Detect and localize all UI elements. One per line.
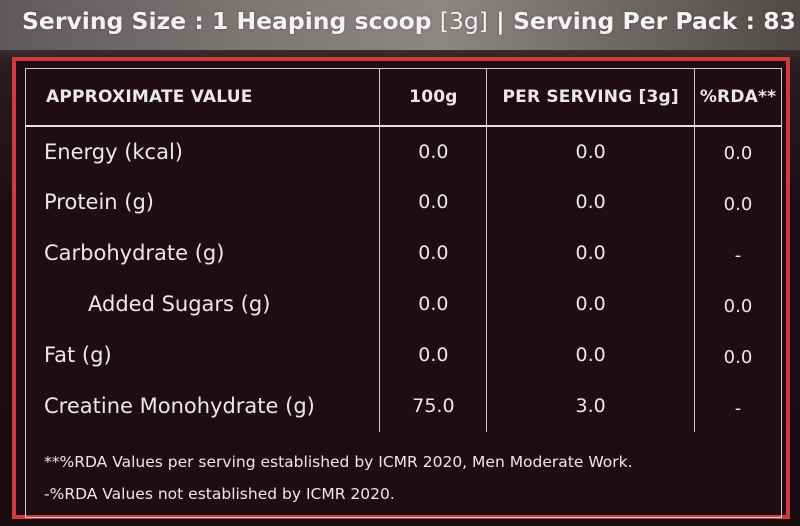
nutrient-label: Protein (g)	[24, 176, 381, 228]
servings-per-pack: Serving Per Pack : 83	[512, 7, 796, 35]
column-header-per-serving: PER SERVING [3g]	[486, 68, 695, 127]
table-row: Added Sugars (g) 0.0 0.0 0.0	[24, 278, 782, 330]
serving-info: Serving Size : 1 Heaping scoop [3g] | Se…	[22, 7, 796, 35]
footnote-rda-established: **%RDA Values per serving established by…	[44, 452, 633, 471]
column-header-approximate-value: APPROXIMATE VALUE	[24, 68, 381, 127]
value-per-serving: 3.0	[486, 380, 695, 432]
footnotes: **%RDA Values per serving established by…	[25, 431, 782, 518]
value-per-serving: 0.0	[486, 329, 695, 381]
value-per-serving: 0.0	[486, 278, 695, 330]
value-rda: -	[694, 380, 782, 432]
value-per-serving: 0.0	[486, 227, 695, 279]
nutrient-label: Fat (g)	[24, 329, 381, 381]
table-row: Carbohydrate (g) 0.0 0.0 -	[24, 227, 782, 279]
nutrient-label: Carbohydrate (g)	[24, 227, 381, 279]
table-row: Creatine Monohydrate (g) 75.0 3.0 -	[24, 380, 782, 432]
notes-row: **%RDA Values per serving established by…	[25, 431, 782, 518]
nutrient-label: Creatine Monohydrate (g)	[24, 380, 381, 432]
value-100g: 0.0	[379, 176, 488, 228]
value-rda: 0.0	[694, 176, 782, 228]
value-100g: 0.0	[379, 278, 488, 330]
value-rda: -	[694, 227, 782, 279]
nutrient-label: Energy (kcal)	[24, 125, 381, 177]
value-per-serving: 0.0	[486, 125, 695, 177]
table-row: Energy (kcal) 0.0 0.0 0.0	[24, 125, 782, 177]
table-row: Protein (g) 0.0 0.0 0.0	[24, 176, 782, 228]
value-per-serving: 0.0	[486, 176, 695, 228]
nutrient-label: Added Sugars (g)	[24, 278, 381, 330]
value-100g: 0.0	[379, 329, 488, 381]
table-header-row: APPROXIMATE VALUE 100g PER SERVING [3g] …	[24, 68, 782, 127]
header-separator: |	[496, 7, 505, 35]
nutrition-table: APPROXIMATE VALUE 100g PER SERVING [3g] …	[24, 68, 782, 518]
value-rda: 0.0	[694, 125, 782, 177]
value-rda: 0.0	[694, 278, 782, 330]
header-bar: Serving Size : 1 Heaping scoop [3g] | Se…	[0, 0, 800, 50]
table-row: Fat (g) 0.0 0.0 0.0	[24, 329, 782, 381]
value-100g: 0.0	[379, 227, 488, 279]
value-100g: 75.0	[379, 380, 488, 432]
serving-size-label: Serving Size : 1 Heaping scoop	[22, 7, 432, 35]
footnote-rda-not-established: -%RDA Values not established by ICMR 202…	[44, 484, 395, 503]
value-rda: 0.0	[694, 329, 782, 381]
serving-size-unit: [3g]	[439, 7, 488, 35]
column-header-rda: %RDA**	[694, 68, 782, 127]
column-header-100g: 100g	[379, 68, 488, 127]
value-100g: 0.0	[379, 125, 488, 177]
nutrition-panel: APPROXIMATE VALUE 100g PER SERVING [3g] …	[12, 57, 790, 519]
